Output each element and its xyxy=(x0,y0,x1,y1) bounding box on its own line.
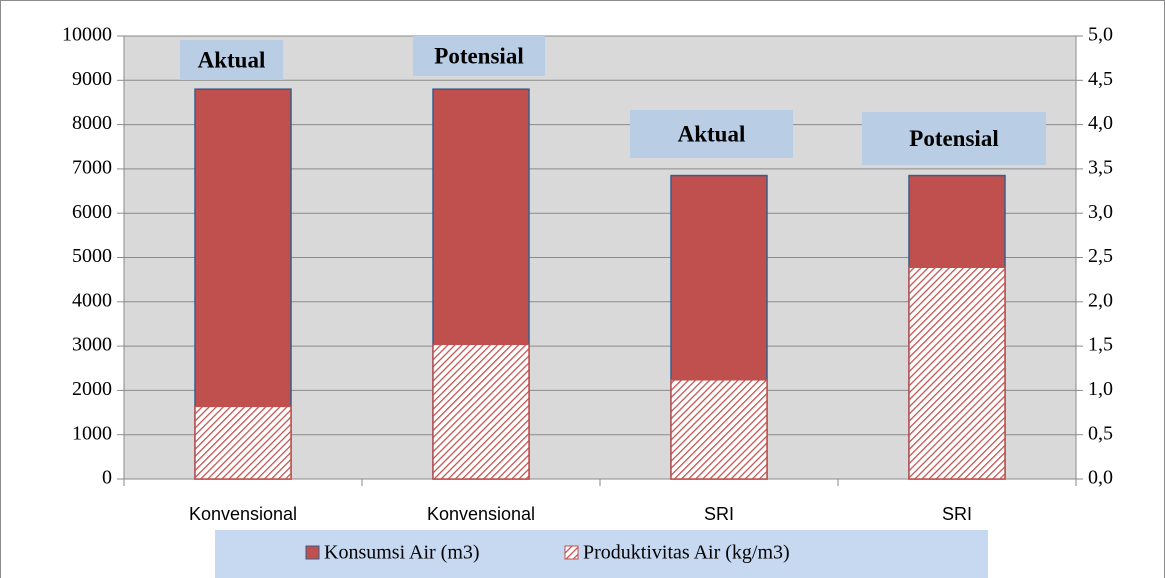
y2-tick-label: 1,5 xyxy=(1088,334,1113,356)
y2-tick-label: 3,0 xyxy=(1088,201,1113,223)
x-tick-label: SRI xyxy=(942,504,972,524)
y-tick-label: 4000 xyxy=(72,289,112,311)
legend-label: Konsumsi Air (m3) xyxy=(324,542,480,564)
y2-tick-label: 3,5 xyxy=(1088,156,1113,178)
legend-marker xyxy=(564,545,579,560)
annotation: Aktual xyxy=(198,47,266,72)
x-tick-label: Konvensional xyxy=(427,504,535,524)
legend-marker xyxy=(305,545,320,560)
x-tick-label: Konvensional xyxy=(189,504,297,524)
bar xyxy=(432,343,530,480)
y2-tick-label: 0,5 xyxy=(1088,422,1113,444)
bar xyxy=(670,379,768,480)
bar xyxy=(908,266,1006,480)
x-tick-label: SRI xyxy=(704,504,734,524)
annotation: Aktual xyxy=(678,121,746,146)
annotation-box xyxy=(180,40,283,80)
annotation-box xyxy=(862,112,1046,165)
y-tick-label: 5000 xyxy=(72,245,112,267)
legend-box xyxy=(215,530,988,578)
y-tick-label: 3000 xyxy=(72,334,112,356)
y-tick-label: 6000 xyxy=(72,201,112,223)
y2-tick-label: 4,0 xyxy=(1088,112,1113,134)
y-tick-label: 9000 xyxy=(72,68,112,90)
y2-tick-label: 1,0 xyxy=(1088,378,1113,400)
annotation-box xyxy=(413,36,545,76)
y-tick-label: 2000 xyxy=(72,378,112,400)
bar xyxy=(194,405,292,480)
annotation: Potensial xyxy=(909,126,998,151)
y-tick-label: 0 xyxy=(102,467,112,489)
annotation: Potensial xyxy=(434,43,523,68)
y-tick-label: 8000 xyxy=(72,112,112,134)
y-tick-label: 7000 xyxy=(72,156,112,178)
y-tick-label: 10000 xyxy=(62,24,112,46)
annotation-box xyxy=(630,110,793,158)
y2-tick-label: 2,5 xyxy=(1088,245,1113,267)
y2-tick-label: 4,5 xyxy=(1088,68,1113,90)
y-tick-label: 1000 xyxy=(72,422,112,444)
legend-label: Produktivitas Air (kg/m3) xyxy=(583,542,790,564)
y2-tick-label: 5,0 xyxy=(1088,24,1113,46)
y2-tick-label: 0,0 xyxy=(1088,467,1113,489)
y2-tick-label: 2,0 xyxy=(1088,289,1113,311)
